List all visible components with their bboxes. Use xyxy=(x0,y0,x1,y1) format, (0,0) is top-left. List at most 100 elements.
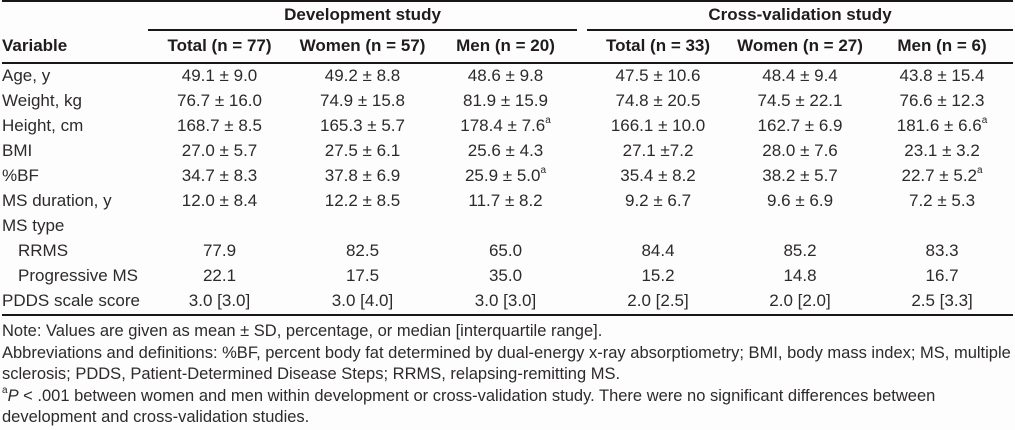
column-header-cv-women: Women (n = 27) xyxy=(729,30,872,64)
cell-value: 48.4 ± 9.4 xyxy=(762,66,838,85)
cell-value: 11.7 ± 8.2 xyxy=(468,191,543,210)
cell-value: 25.6 ± 4.3 xyxy=(467,141,544,160)
cell-value: 81.9 ± 15.9 xyxy=(463,91,548,110)
cell-value: 168.7 ± 8.5 xyxy=(177,116,262,135)
cell-value: 22.7 ± 5.2a xyxy=(901,165,983,185)
column-header-cv-total: Total (n = 33) xyxy=(587,30,730,64)
cell-value xyxy=(291,214,434,239)
footnote-text: < .001 between women and men within deve… xyxy=(2,386,936,427)
row-label: BMI xyxy=(2,141,33,160)
cell-value: 181.6 ± 6.6a xyxy=(896,115,988,135)
cell-value xyxy=(871,214,1013,239)
cell-value: 38.2 ± 5.7 xyxy=(762,166,838,185)
table-row: RRMS 77.9 82.5 65.0 84.4 85.2 83.3 xyxy=(2,239,1013,264)
row-label: RRMS xyxy=(18,241,69,260)
cell-value: 12.0 ± 8.4 xyxy=(181,191,258,210)
cell-value: 27.0 ± 5.7 xyxy=(181,141,258,160)
cell-value: 23.1 ± 3.2 xyxy=(904,141,980,160)
row-label: %BF xyxy=(2,166,39,185)
cell-value: 9.2 ± 6.7 xyxy=(624,191,692,210)
row-label: Height, cm xyxy=(2,116,84,135)
group-header-cross-validation: Cross-validation study xyxy=(587,1,1014,31)
cell-value: 74.8 ± 20.5 xyxy=(615,91,701,110)
cell-footnote-marker: a xyxy=(977,165,983,177)
cell-value: 27.1 ±7.2 xyxy=(622,141,694,160)
row-label: MS type xyxy=(2,216,65,235)
column-header-dev-men: Men (n = 20) xyxy=(434,30,578,64)
column-gap xyxy=(577,189,587,214)
cell-value: 165.3 ± 5.7 xyxy=(320,116,405,135)
cell-value xyxy=(587,214,729,239)
column-gap xyxy=(577,139,587,164)
corner-blank-cell xyxy=(2,1,148,30)
column-gap xyxy=(577,164,587,189)
column-gap xyxy=(577,30,588,64)
cell-value: 49.2 ± 8.8 xyxy=(324,66,401,85)
cell-value: 166.1 ± 10.0 xyxy=(610,116,706,135)
column-header-dev-total: Total (n = 77) xyxy=(148,30,291,64)
cell-value xyxy=(434,214,577,239)
table-row: BMI 27.0 ± 5.7 27.5 ± 6.1 25.6 ± 4.3 27.1 ±7… xyxy=(2,139,1013,164)
row-label: Age, y xyxy=(2,66,51,85)
column-gap xyxy=(577,264,587,289)
participant-characteristics-table: Development study Cross-validation study… xyxy=(2,0,1014,316)
column-gap xyxy=(577,214,587,239)
cell-value: 178.4 ± 7.6a xyxy=(460,115,551,135)
cell-value: 2.5 [3.3] xyxy=(871,289,1014,316)
group-header-row: Development study Cross-validation study xyxy=(2,1,1014,31)
note-values: Note: Values are given as mean ± SD, per… xyxy=(2,322,603,340)
table-row: MS duration, y 12.0 ± 8.4 12.2 ± 8.5 11.7 ±… xyxy=(2,189,1013,214)
column-gap xyxy=(577,239,587,264)
cell-value: 2.0 [2.5] xyxy=(587,289,730,316)
cell-value: 76.6 ± 12.3 xyxy=(899,91,985,110)
column-gap xyxy=(577,114,587,139)
cell-value: 84.4 xyxy=(641,241,675,260)
cell-footnote-marker: a xyxy=(540,165,547,177)
row-label: Weight, kg xyxy=(2,91,83,110)
cell-value: 22.1 xyxy=(202,266,237,285)
table-body: Age, y 49.1 ± 9.0 49.2 ± 8.8 48.6 ± 9.8 47.5… xyxy=(2,63,1014,316)
cell-value: 83.3 xyxy=(925,241,959,260)
cell-value: 35.0 xyxy=(488,266,523,285)
column-header-variable: Variable xyxy=(2,30,148,64)
cell-value: 65.0 xyxy=(488,241,523,260)
cell-value: 3.0 [4.0] xyxy=(291,289,434,316)
cell-value: 47.5 ± 10.6 xyxy=(615,66,701,85)
column-gap xyxy=(577,289,588,316)
cell-value: 82.5 xyxy=(345,241,380,260)
cell-value: 76.7 ± 16.0 xyxy=(177,91,262,110)
cell-value: 74.5 ± 22.1 xyxy=(757,91,843,110)
cell-value: 35.4 ± 8.2 xyxy=(620,166,696,185)
cell-footnote-marker: a xyxy=(981,115,988,127)
column-gap xyxy=(577,1,587,30)
cell-value: 28.0 ± 7.6 xyxy=(762,141,838,160)
cell-value: 48.6 ± 9.8 xyxy=(467,66,544,85)
cell-value: 25.9 ± 5.0a xyxy=(464,165,547,185)
cell-value: 15.2 xyxy=(641,266,675,285)
column-header-dev-women: Women (n = 57) xyxy=(291,30,434,64)
column-header-cv-men: Men (n = 6) xyxy=(871,30,1014,64)
row-label: Progressive MS xyxy=(18,266,138,285)
row-label: MS duration, y xyxy=(2,191,112,210)
cell-footnote-marker: a xyxy=(545,115,551,127)
cell-value: 2.0 [2.0] xyxy=(729,289,872,316)
note-abbreviations: Abbreviations and definitions: %BF, perc… xyxy=(2,343,1011,384)
table-row: Age, y 49.1 ± 9.0 49.2 ± 8.8 48.6 ± 9.8 47.5… xyxy=(2,63,1013,89)
note-footnote-a: aP < .001 between women and men within d… xyxy=(2,386,1013,429)
cell-value: 7.2 ± 5.3 xyxy=(909,191,976,210)
group-header-development: Development study xyxy=(148,1,578,31)
table-row: Progressive MS 22.1 17.5 35.0 15.2 14.8 16.7 xyxy=(2,264,1013,289)
footnote-superscript: a xyxy=(2,385,8,396)
table-row: Height, cm 168.7 ± 8.5 165.3 ± 5.7 178.4 ± … xyxy=(2,114,1013,139)
cell-value: 16.7 xyxy=(925,266,959,285)
cell-value: 9.6 ± 6.9 xyxy=(766,191,834,210)
cell-value: 27.5 ± 6.1 xyxy=(324,141,401,160)
cell-value: 77.9 xyxy=(202,241,237,260)
table-notes: Note: Values are given as mean ± SD, per… xyxy=(2,321,1013,429)
cell-value xyxy=(148,214,291,239)
table-row: Weight, kg 76.7 ± 16.0 74.9 ± 15.8 81.9 ± 1… xyxy=(2,89,1013,114)
cell-value xyxy=(729,214,871,239)
column-header-row: Variable Total (n = 77) Women (n = 57) M… xyxy=(2,30,1014,64)
column-gap xyxy=(577,89,587,114)
